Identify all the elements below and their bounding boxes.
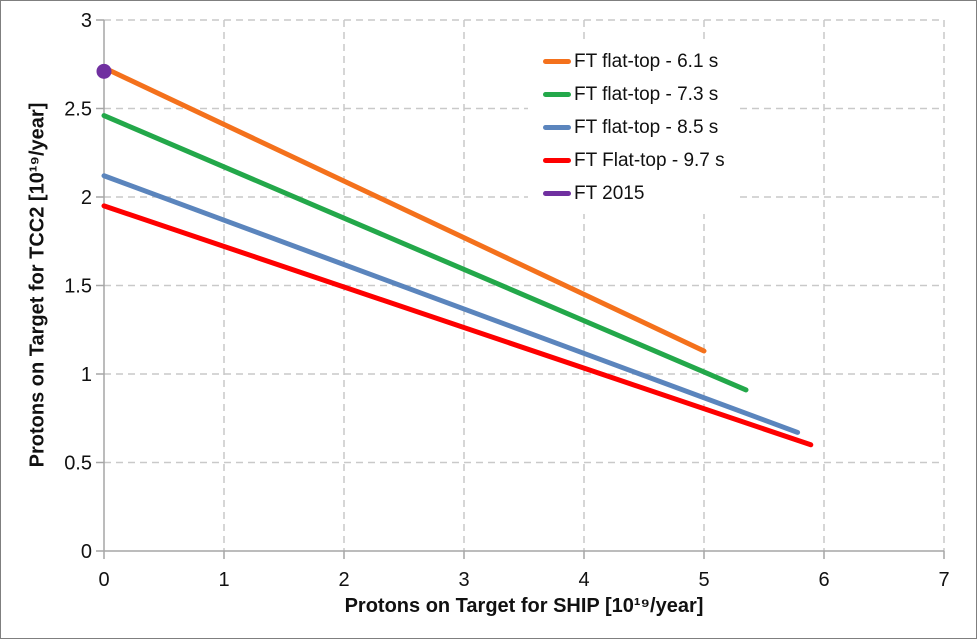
- legend-label: FT Flat-top - 9.7 s: [574, 149, 725, 171]
- ticks: 0 1 2 3 4 5 6 7 0 0.5 1 1.5 2 2.5 3: [64, 10, 949, 591]
- legend-item: FT Flat-top - 9.7 s: [543, 144, 725, 177]
- series-line: [101, 203, 814, 448]
- x-tick-label: 0: [98, 569, 109, 591]
- y-tick-label: 0: [81, 541, 92, 563]
- series: [96, 63, 814, 448]
- legend-swatch: [543, 158, 571, 163]
- x-tick-label: 4: [578, 569, 589, 591]
- x-tick-label: 1: [218, 569, 229, 591]
- series-line: [101, 113, 749, 393]
- legend-item: FT flat-top - 8.5 s: [543, 111, 725, 144]
- x-tick-label: 7: [938, 569, 949, 591]
- y-tick-label: 2: [81, 187, 92, 209]
- legend-item: FT flat-top - 6.1 s: [543, 45, 725, 78]
- x-tick-label: 3: [458, 569, 469, 591]
- legend-swatch: [543, 125, 571, 130]
- legend-label: FT 2015: [574, 182, 645, 204]
- y-axis-title: Protons on Target for TCC2 [10¹⁹/year]: [26, 102, 49, 468]
- series-line: [101, 173, 801, 435]
- y-tick-label: 0.5: [64, 453, 92, 475]
- y-tick-label: 1: [81, 364, 92, 386]
- x-tick-label: 6: [818, 569, 829, 591]
- series-line: [101, 65, 707, 354]
- y-tick-label: 3: [81, 10, 92, 32]
- x-axis-title: Protons on Target for SHIP [10¹⁹/year]: [344, 595, 704, 617]
- legend-swatch: [543, 59, 571, 64]
- x-tick-label: 2: [338, 569, 349, 591]
- legend-swatch: [543, 92, 571, 97]
- legend-label: FT flat-top - 7.3 s: [574, 83, 719, 105]
- x-tick-label: 5: [698, 569, 709, 591]
- legend-swatch: [543, 191, 571, 196]
- series-point-marker: [96, 63, 112, 79]
- legend-label: FT flat-top - 6.1 s: [574, 50, 719, 72]
- y-tick-label: 1.5: [64, 276, 92, 298]
- legend-item: FT 2015: [543, 177, 725, 210]
- gridlines: [104, 19, 945, 551]
- legend-item: FT flat-top - 7.3 s: [543, 78, 725, 111]
- y-tick-label: 2.5: [64, 99, 92, 121]
- legend: FT flat-top - 6.1 s FT flat-top - 7.3 s FT…: [528, 41, 739, 214]
- legend-label: FT flat-top - 8.5 s: [574, 116, 719, 138]
